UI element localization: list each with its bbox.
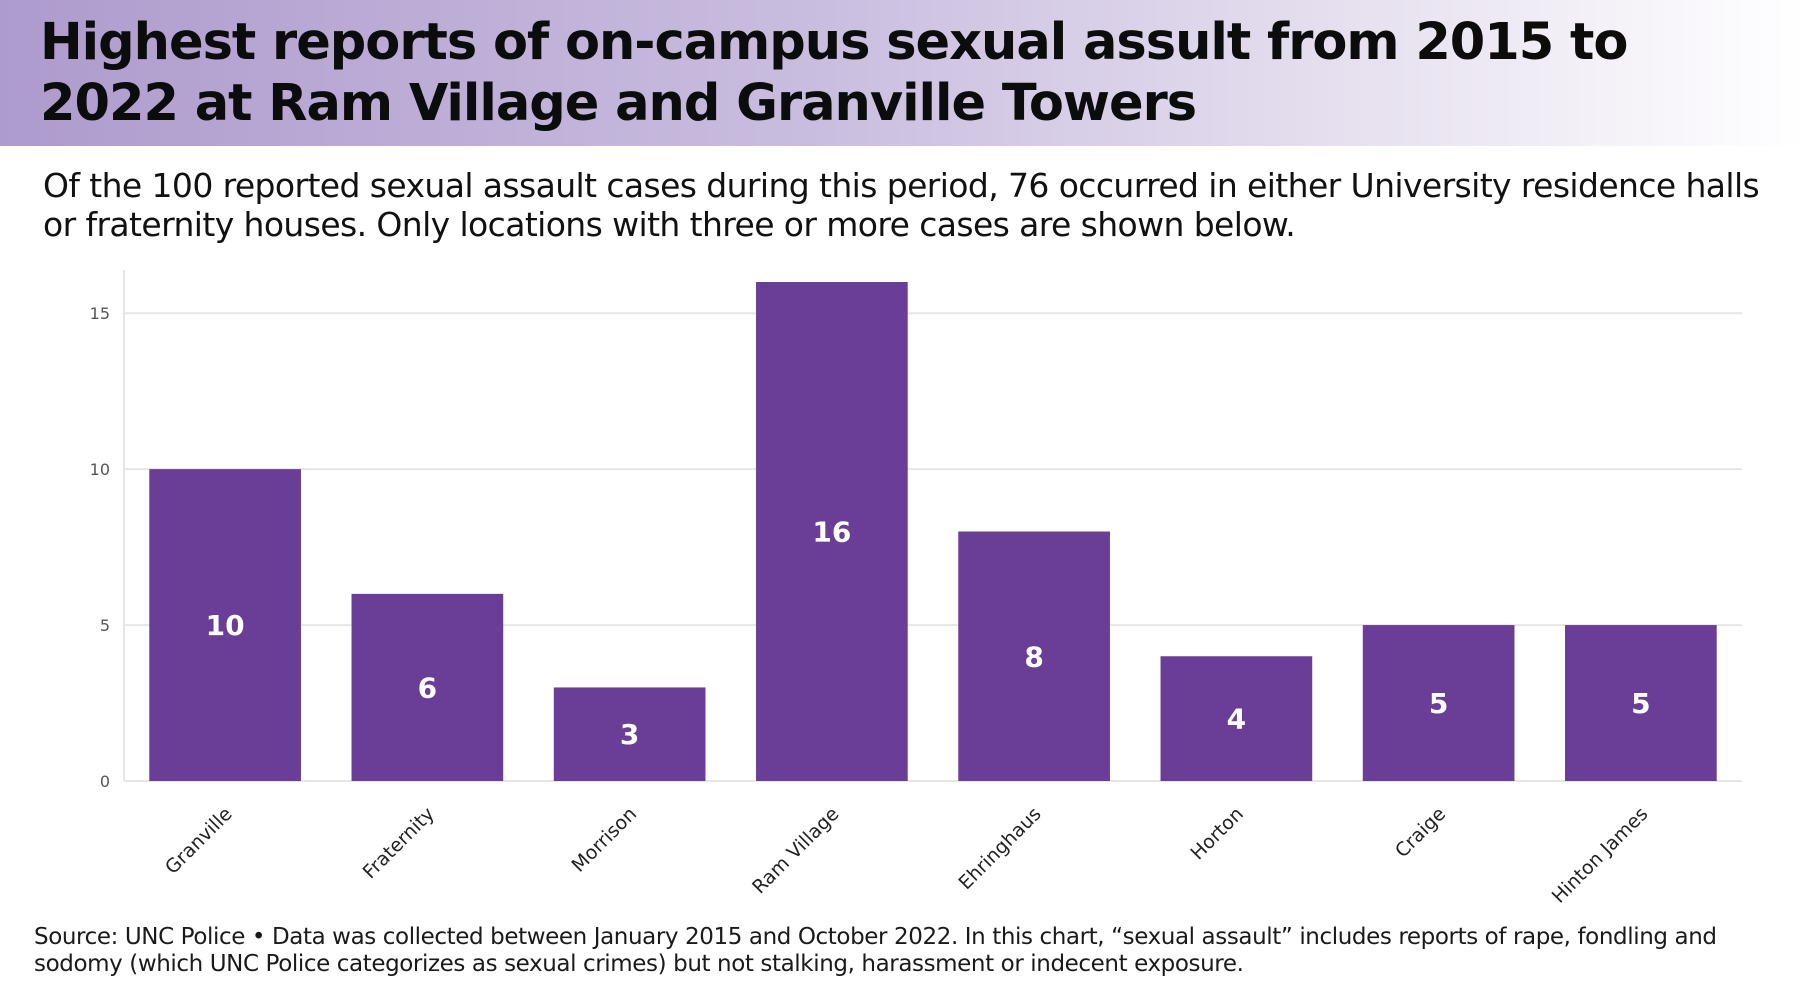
bars [149,282,1717,781]
bar-data-label: 5 [1631,687,1650,720]
title-band [0,0,1804,146]
bar-chart: 0 5 10 15 10 6 3 16 8 4 5 5 Granville Fraternity Mor… [0,270,1804,910]
bar [958,531,1110,781]
chart-title: Highest reports of on-campus sexual assu… [40,13,1628,133]
chart-subtitle: Of the 100 reported sexual assault cases… [43,166,1760,244]
bar-data-label: 3 [620,718,639,751]
x-tick-label: Craige [1391,803,1450,862]
bar-data-label: 8 [1024,640,1043,673]
bar-data-label: 5 [1429,687,1448,720]
bar-data-label: 4 [1227,703,1246,736]
bar-chart-svg: 0 5 10 15 10 6 3 16 8 4 5 5 Granville Fraternity Mor… [90,270,1742,908]
bar [756,282,908,781]
x-tick-label: Fraternity [359,803,439,883]
bar [1362,625,1515,781]
y-tick-label: 10 [90,460,110,479]
x-tick-label: Ram Village [748,803,843,898]
bar [149,469,301,781]
bar [351,593,504,781]
y-tick-label: 0 [100,772,110,791]
bar-data-label: 10 [206,609,245,642]
x-tick-label: Granville [161,803,237,879]
x-tick-label: Horton [1187,803,1248,864]
bar-data-labels: 10 6 3 16 8 4 5 5 [206,516,1651,752]
bar-data-label: 6 [418,671,437,704]
bar [1160,656,1313,781]
x-tick-label: Ehringhaus [955,803,1046,894]
bar [553,687,706,781]
y-tick-label: 15 [90,304,110,323]
x-axis-ticks: Granville Fraternity Morrison Ram Village Eh… [161,803,1652,908]
x-tick-label: Hinton James [1548,803,1653,908]
bar-data-label: 16 [812,516,851,549]
source-note: Source: UNC Police • Data was collected … [34,924,1717,977]
y-tick-label: 5 [100,616,110,635]
y-axis-ticks: 0 5 10 15 [90,304,110,791]
bar [1565,625,1717,781]
x-tick-label: Morrison [568,803,642,877]
